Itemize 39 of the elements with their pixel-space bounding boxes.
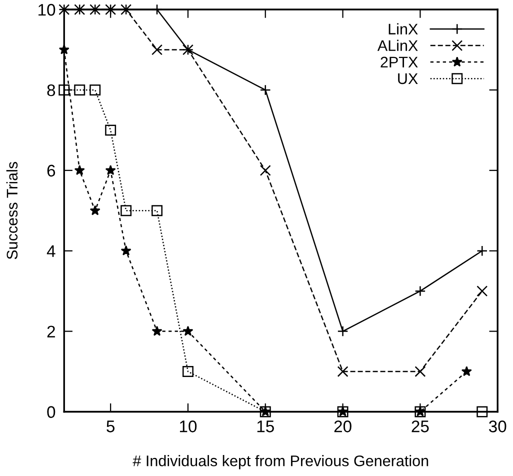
y-tick-label: 2 (47, 326, 55, 338)
point (58, 84, 70, 96)
point (105, 164, 116, 175)
point (58, 44, 70, 54)
legend-label: 2PTX (380, 56, 418, 68)
x-tick-label: 15 (257, 420, 274, 432)
y-tick-label: 4 (46, 245, 56, 257)
point (182, 326, 194, 336)
point (414, 366, 426, 378)
x-tick-label: 20 (334, 420, 352, 432)
point (260, 164, 271, 176)
x-tick-label: 30 (488, 420, 506, 432)
legend-label: UX (398, 73, 418, 84)
legend-label: ALinX (377, 40, 418, 51)
point (461, 366, 472, 376)
point (152, 205, 162, 216)
y-axis-title: Success Trials (6, 162, 18, 260)
y-tick-label: 8 (47, 84, 56, 96)
point (105, 124, 116, 136)
x-tick-label: 10 (180, 420, 197, 432)
point (74, 164, 85, 175)
point (152, 44, 162, 56)
y-tick-label: 0 (47, 406, 56, 418)
point (476, 286, 488, 297)
legend-label: LinX (388, 23, 418, 34)
point (90, 205, 100, 216)
point (90, 84, 101, 96)
point (182, 366, 194, 378)
x-tick-label: 25 (412, 420, 429, 432)
point (152, 326, 162, 336)
point (476, 406, 488, 418)
point (120, 245, 132, 256)
y-tick-label: 10 (38, 4, 56, 16)
y-tick-label: 6 (47, 164, 56, 177)
point (337, 366, 348, 378)
x-axis-title: # Individuals kept from Previous Generation (132, 455, 428, 470)
x-tick-label: 5 (106, 420, 115, 432)
point (120, 205, 132, 216)
point (74, 84, 86, 96)
